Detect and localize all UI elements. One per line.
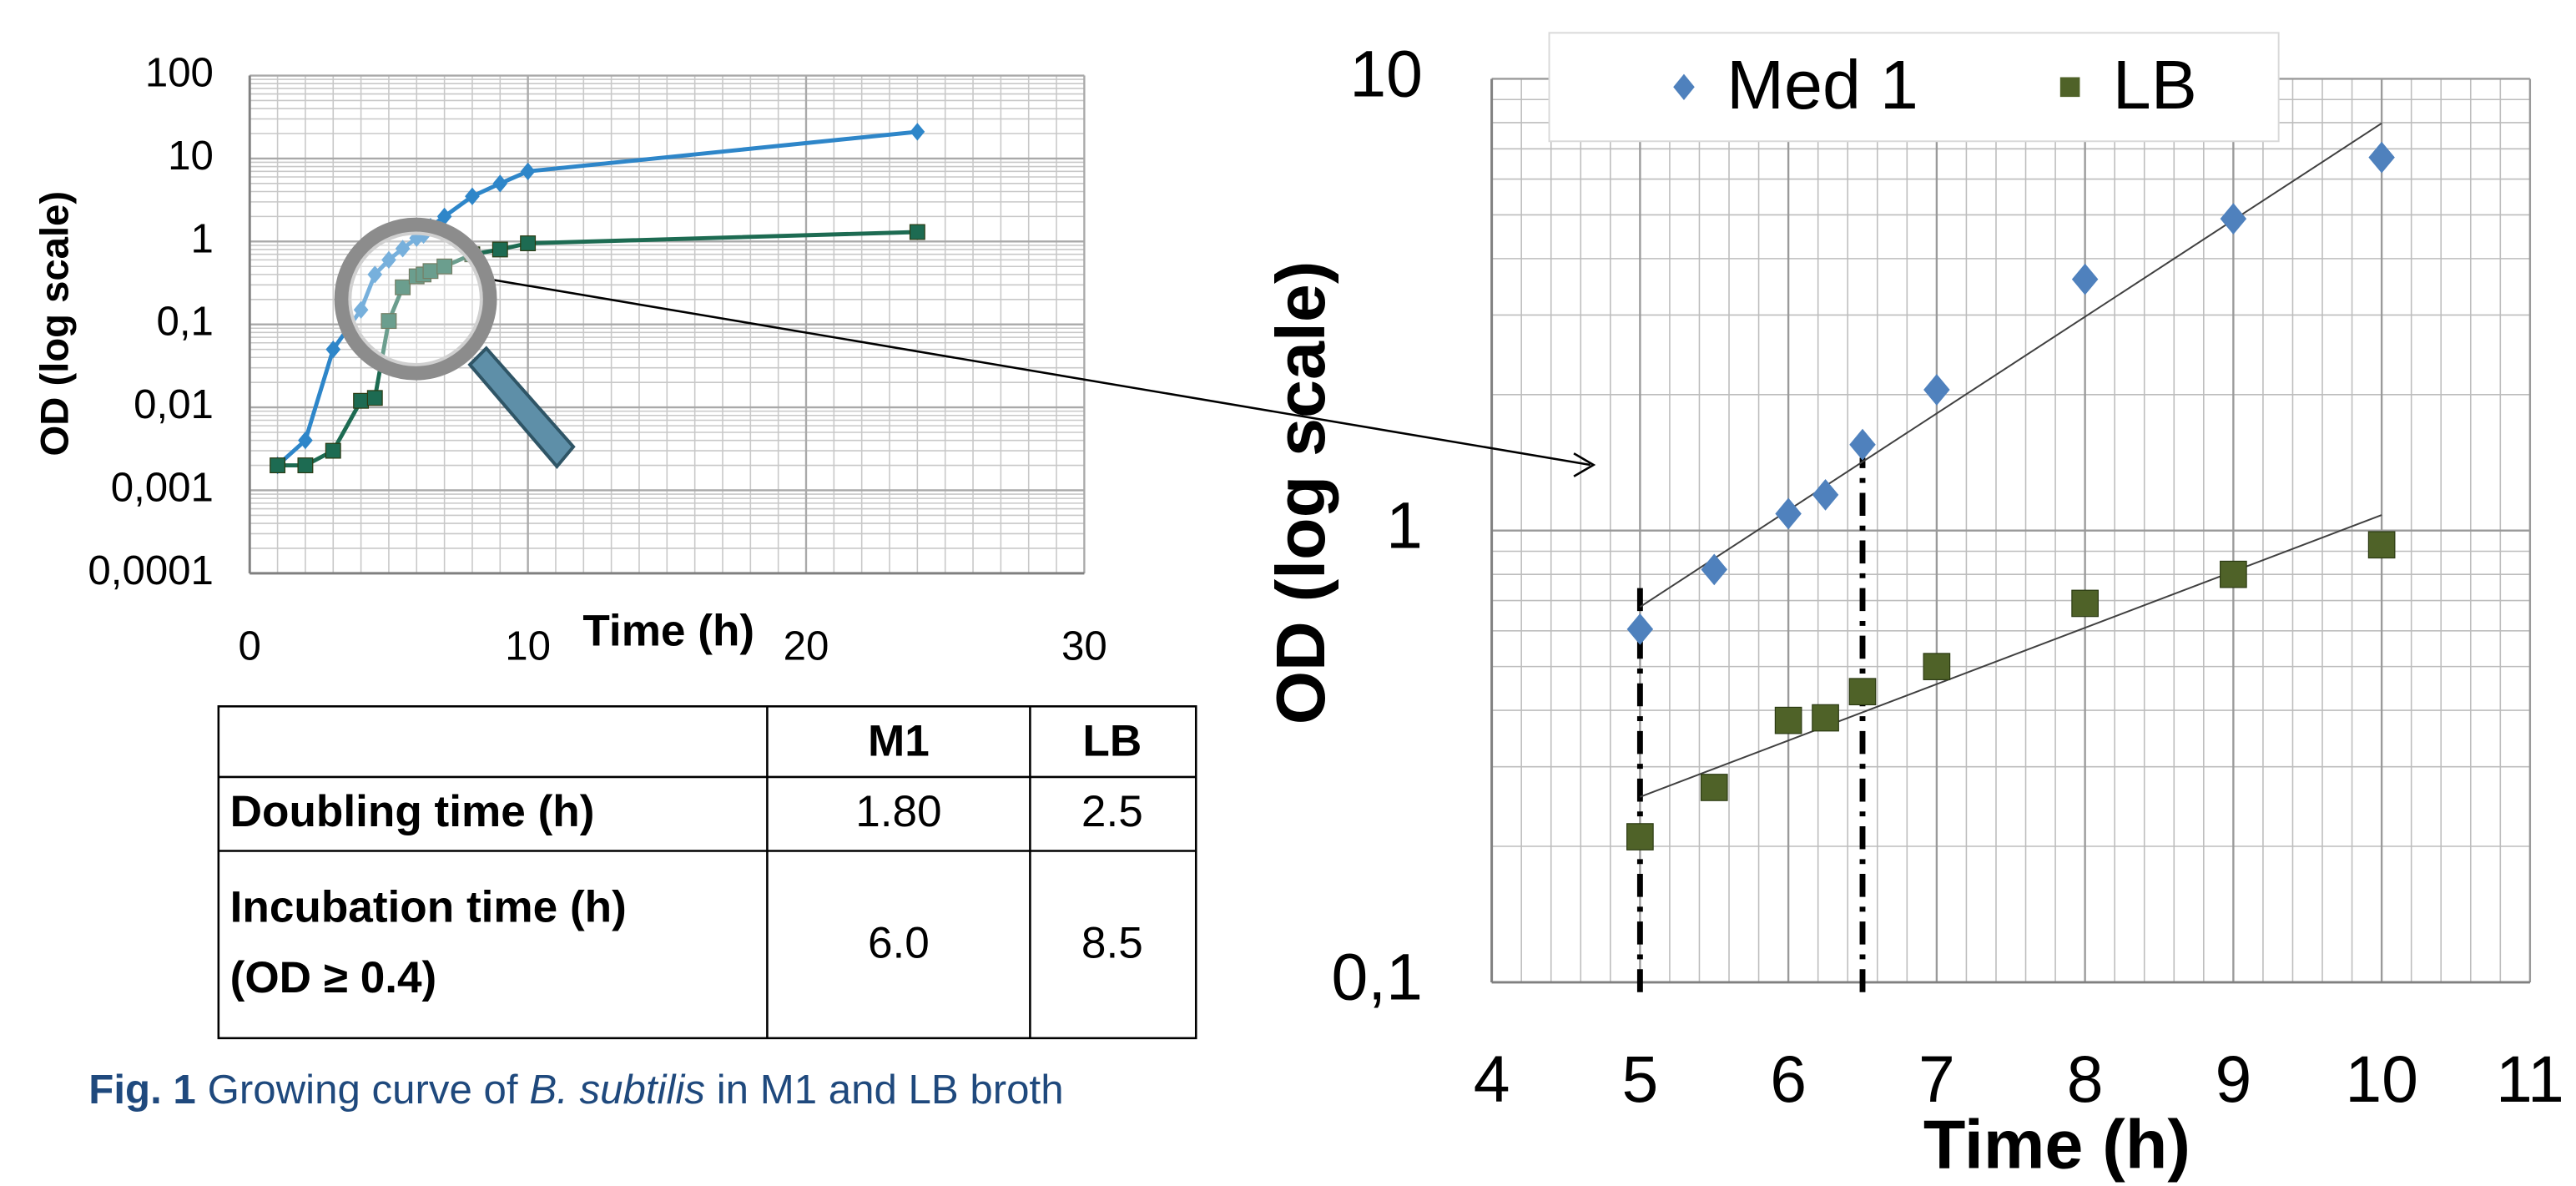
marker [325, 341, 341, 359]
trendline [1639, 122, 2382, 608]
x-tick-label: 6 [1770, 1042, 1807, 1116]
y-tick-label: 1 [191, 215, 214, 261]
marker [909, 224, 925, 240]
marker [520, 162, 536, 180]
marker [1626, 823, 1654, 850]
marker [1923, 653, 1951, 680]
table-border [217, 705, 1197, 1040]
marker [1700, 774, 1728, 801]
marker [325, 442, 341, 459]
row-label: (OD ≥ 0.4) [230, 953, 437, 1002]
x-tick-label: 30 [1061, 623, 1107, 669]
marker [353, 392, 370, 409]
y-tick-label: 0,001 [111, 464, 214, 510]
marker [436, 258, 453, 275]
marker [492, 174, 508, 193]
cell: 2.5 [1081, 787, 1143, 836]
x-tick-label: 10 [505, 623, 551, 669]
row-label: Incubation time (h) [230, 882, 627, 931]
marker [270, 457, 286, 474]
y-tick-label: 0,0001 [88, 548, 214, 593]
marker [2368, 141, 2395, 174]
caption-text: in M1 and LB broth [717, 1067, 1064, 1113]
marker [1812, 478, 1839, 511]
marker [381, 313, 397, 330]
legend-box [1548, 32, 2280, 143]
caption-label: Fig. 1 [88, 1067, 196, 1113]
y-tick-label: 10 [1349, 37, 1423, 110]
legend-swatch [1673, 73, 1695, 101]
marker [366, 390, 383, 406]
legend-swatch [2059, 77, 2080, 98]
marker [492, 241, 508, 258]
cell: 8.5 [1081, 919, 1143, 968]
x-axis-title: Time (h) [1923, 1106, 2190, 1183]
y-tick-label: 1 [1386, 489, 1423, 563]
marker [367, 265, 383, 284]
marker [298, 432, 313, 450]
legend-label: LB [2113, 46, 2197, 124]
x-tick-label: 5 [1621, 1042, 1658, 1116]
marker [2220, 560, 2247, 588]
marker [465, 187, 480, 205]
magnifier-rim [348, 231, 483, 366]
y-tick-label: 0,1 [1331, 941, 1422, 1014]
x-tick-label: 10 [2345, 1042, 2418, 1116]
marker [1848, 678, 1877, 706]
column-header: LB [1082, 717, 1142, 766]
marker [520, 235, 537, 251]
arrow-line [489, 278, 1590, 467]
magnifier-lens [334, 217, 497, 381]
marker [1774, 706, 1802, 734]
marker [1775, 497, 1802, 530]
marker [1923, 374, 1950, 406]
trendline [1640, 514, 2382, 798]
x-tick-label: 11 [2496, 1042, 2564, 1116]
cell: 6.0 [868, 919, 930, 968]
marker [2367, 531, 2396, 559]
x-tick-label: 0 [239, 623, 261, 669]
column-header: M1 [868, 717, 930, 766]
y-tick-label: 10 [168, 133, 214, 179]
magnifier-handle [467, 346, 576, 470]
charts: 0,0001 0,001 0,01 0,1 1 10 100 0 10 20 30 Time (h) O… [33, 32, 2564, 1183]
y-axis-title: OD (log scale) [33, 191, 77, 457]
arrow-head [1573, 452, 1596, 477]
x-tick-label: 7 [1918, 1042, 1955, 1116]
y-tick-label: 100 [145, 50, 214, 96]
marker [1626, 613, 1654, 645]
marker [353, 300, 369, 319]
marker [2220, 203, 2247, 235]
marker [436, 207, 452, 226]
marker [2071, 589, 2099, 618]
caption-species: B. subtilis [529, 1067, 705, 1113]
cell: 1.80 [855, 787, 941, 836]
legend-label: Med 1 [1727, 46, 1918, 124]
marker [1812, 704, 1839, 732]
marker [395, 279, 411, 295]
row-label: Doubling time (h) [230, 787, 595, 836]
table: M1 LB Doubling time (h) 1.80 2.5 Incubat… [217, 705, 1197, 1040]
marker [910, 123, 925, 141]
caption: Fig. 1 Growing curve of B. subtilis in M1 a… [88, 1067, 1063, 1113]
y-axis-title: OD (log scale) [1262, 261, 1339, 725]
x-tick-label: 8 [2067, 1042, 2104, 1116]
magnifier-overlay [334, 217, 1596, 477]
marker [1701, 553, 1727, 586]
x-tick-label: 20 [784, 623, 829, 669]
caption-text: Growing curve of [208, 1067, 518, 1113]
marker [2071, 263, 2099, 295]
x-tick-label: 4 [1474, 1042, 1510, 1116]
marker [381, 250, 396, 269]
marker [297, 457, 314, 474]
y-tick-label: 0,01 [134, 381, 214, 427]
x-tick-label: 9 [2215, 1042, 2251, 1116]
x-axis-title: Time (h) [582, 607, 754, 656]
y-tick-label: 0,1 [157, 299, 214, 345]
